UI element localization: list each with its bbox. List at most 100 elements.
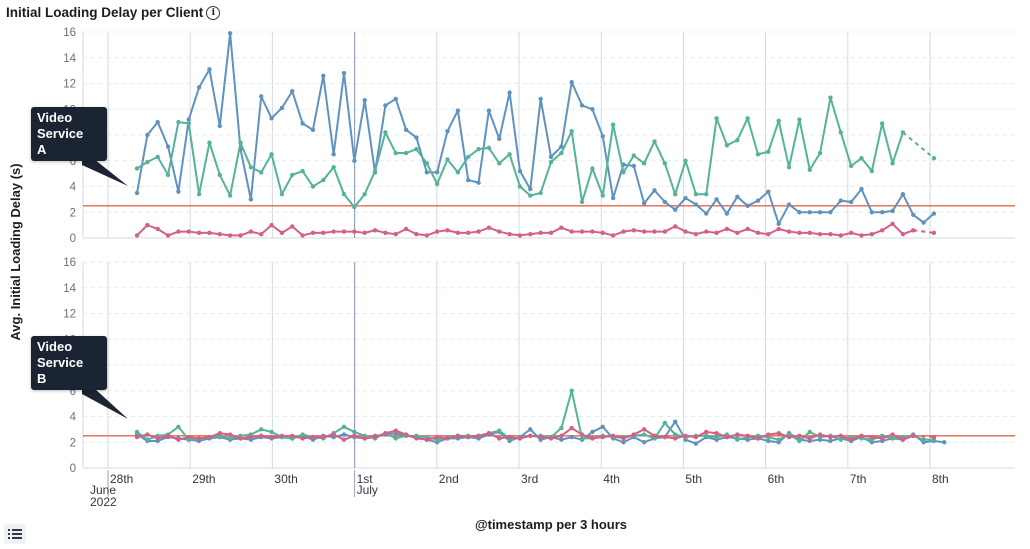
data-point: [186, 229, 191, 234]
data-point: [517, 436, 523, 441]
data-point: [362, 98, 367, 103]
data-point: [393, 231, 398, 237]
data-point: [269, 222, 274, 228]
x-axis-title: @timestamp per 3 hours: [475, 517, 627, 532]
data-point: [621, 440, 626, 445]
data-point: [942, 440, 947, 445]
data-point: [631, 228, 636, 233]
data-point: [321, 434, 326, 440]
y-tick-label: 0: [70, 463, 76, 475]
data-point: [579, 436, 585, 441]
data-point: [227, 233, 233, 238]
data-point: [331, 432, 336, 437]
data-point: [393, 436, 398, 441]
data-point: [466, 434, 471, 440]
info-circle-icon[interactable]: i: [206, 5, 221, 20]
data-point: [921, 220, 926, 225]
data-point: [890, 432, 895, 437]
data-point: [610, 233, 616, 238]
data-point: [134, 429, 140, 435]
data-point: [900, 192, 906, 197]
data-point: [641, 229, 647, 234]
data-point: [693, 202, 699, 207]
data-point: [259, 231, 264, 237]
data-point: [621, 229, 626, 234]
data-point: [383, 130, 388, 135]
data-point: [786, 202, 792, 207]
data-point: [176, 189, 181, 194]
data-point: [321, 230, 326, 236]
x-tick-label: 6th: [768, 472, 785, 486]
data-point: [341, 71, 347, 76]
data-point: [704, 229, 709, 234]
data-point: [248, 164, 254, 170]
data-point: [776, 431, 781, 436]
data-point: [621, 170, 626, 175]
data-point: [176, 424, 181, 429]
series-2: [134, 221, 937, 238]
data-point: [196, 436, 202, 441]
data-point: [134, 233, 140, 238]
data-point: [196, 230, 202, 236]
data-point: [745, 203, 750, 209]
data-point: [497, 229, 502, 234]
data-point: [693, 192, 699, 197]
data-point: [704, 192, 709, 197]
data-point: [507, 152, 512, 157]
x-tick-label: 8th: [932, 472, 949, 486]
data-point: [497, 161, 502, 166]
x-tick-label: 4th: [603, 472, 620, 486]
data-point: [600, 193, 605, 198]
data-point: [217, 231, 222, 237]
data-point: [704, 433, 709, 439]
data-point: [911, 228, 916, 233]
data-point: [176, 229, 181, 234]
data-point: [735, 432, 740, 437]
data-point: [755, 436, 761, 441]
data-point: [693, 441, 699, 446]
data-point: [931, 211, 937, 216]
data-point: [259, 427, 264, 432]
data-point: [186, 117, 191, 122]
data-point: [786, 229, 792, 234]
data-point: [507, 231, 512, 237]
data-point: [238, 233, 243, 238]
data-point: [362, 436, 367, 441]
data-point: [807, 429, 812, 435]
data-point: [290, 172, 295, 178]
data-point: [331, 229, 336, 234]
annotation-pointer: [82, 159, 128, 186]
data-point: [817, 231, 823, 237]
data-point: [900, 437, 906, 442]
data-point: [486, 431, 492, 436]
series-line: [136, 427, 914, 441]
data-point: [641, 432, 647, 437]
data-point: [848, 199, 854, 205]
data-point: [786, 164, 792, 170]
data-point: [248, 229, 254, 234]
data-point: [704, 429, 709, 435]
data-point: [880, 210, 885, 215]
data-point: [528, 186, 533, 192]
data-point: [579, 432, 585, 437]
data-point: [673, 419, 678, 424]
data-point: [641, 201, 647, 206]
x-tick-label: 5th: [685, 472, 702, 486]
x-tick-label: 30th: [274, 472, 297, 486]
data-point: [590, 436, 595, 441]
data-point: [497, 428, 502, 433]
data-point: [134, 190, 140, 196]
data-point: [321, 73, 326, 78]
data-point: [807, 210, 812, 215]
data-point: [652, 229, 657, 234]
data-point: [828, 210, 833, 215]
x-subtick-label: July: [357, 483, 378, 497]
x-tick-label: 2nd: [439, 472, 459, 486]
data-point: [610, 433, 616, 439]
y-tick-label: 16: [63, 27, 76, 39]
data-point: [631, 153, 636, 158]
data-point: [921, 437, 926, 442]
data-point: [227, 436, 233, 441]
legend-toggle-button[interactable]: [4, 524, 26, 544]
data-point: [310, 184, 316, 189]
